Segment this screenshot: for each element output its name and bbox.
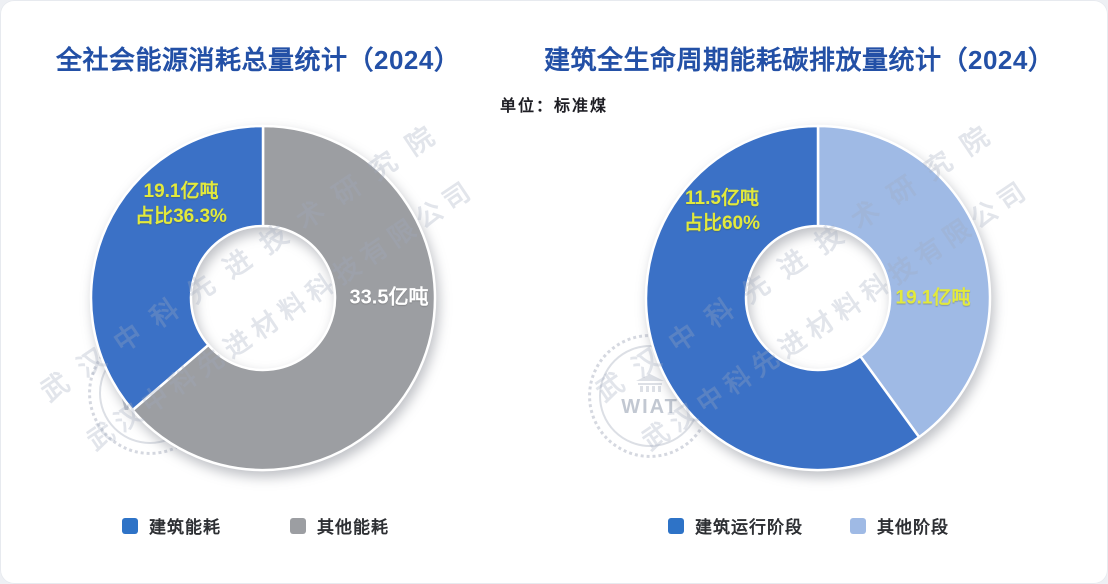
legend-item-operation-phase: 建筑运行阶段 xyxy=(668,513,803,538)
left-blue-slice-label: 19.1亿吨 占比36.3% xyxy=(135,181,227,227)
legend-item-other-energy: 其他能耗 xyxy=(290,513,389,538)
legend-label: 建筑能耗 xyxy=(149,518,221,537)
unit-label: 单位：标准煤 xyxy=(499,98,608,115)
left-donut-svg xyxy=(89,124,437,472)
donut-slice-建筑运行阶段 xyxy=(644,124,921,472)
gray-legend-swatch xyxy=(290,517,306,534)
right-chart-title: 建筑全生命周期能耗碳排放量统计（2024） xyxy=(544,45,1055,75)
legend-label: 其他能耗 xyxy=(317,518,389,537)
right-blue-slice-label: 11.5亿吨 占比60% xyxy=(683,188,761,234)
right-lightblue-slice-label: 19.1亿吨 xyxy=(895,287,971,309)
blue-legend-swatch xyxy=(668,517,684,534)
left-donut-chart: 19.1亿吨 占比36.3% 33.5亿吨 武汉中科先进技术研究院 武汉中科先进… xyxy=(36,112,481,475)
temple-building-icon xyxy=(636,373,664,392)
left-chart-title: 全社会能源消耗总量统计（2024） xyxy=(56,45,461,75)
right-donut-chart: 11.5亿吨 占比60% 19.1亿吨 武汉中科先进技术研究院 武汉中科先进材料… xyxy=(591,112,1036,475)
donut-slice-其他能耗 xyxy=(131,124,437,472)
legend-label: 建筑运行阶段 xyxy=(695,518,803,537)
donut-slice-其他阶段 xyxy=(816,124,992,439)
legend-label: 其他阶段 xyxy=(877,518,949,537)
blue-legend-swatch xyxy=(122,517,138,534)
right-donut-svg xyxy=(644,124,992,472)
legend-item-building-energy: 建筑能耗 xyxy=(122,513,221,538)
donut-slice-建筑能耗 xyxy=(89,124,265,412)
legend-item-other-phase: 其他阶段 xyxy=(850,513,949,538)
lightblue-legend-swatch xyxy=(850,517,866,534)
left-gray-slice-label: 33.5亿吨 xyxy=(349,286,429,309)
